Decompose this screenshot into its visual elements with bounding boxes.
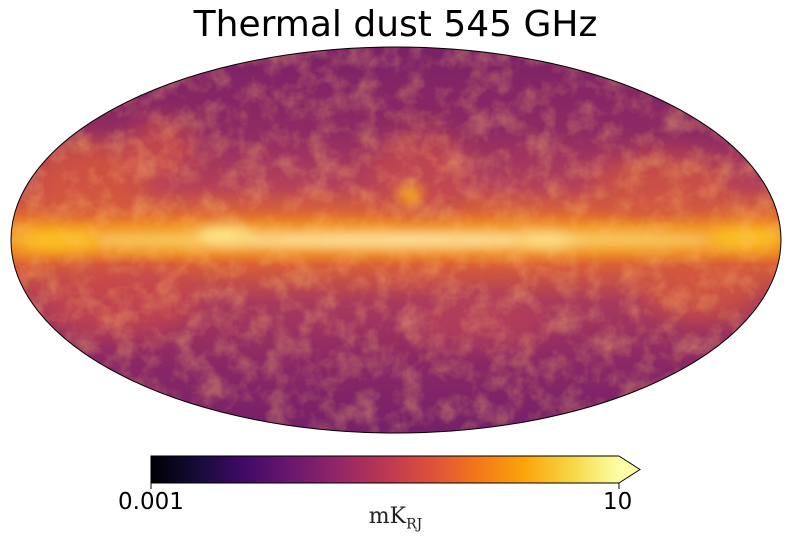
colorbar-tick-label-max: 10 bbox=[603, 489, 633, 515]
colorbar bbox=[150, 455, 641, 489]
colorbar-tick-label-min: 0.001 bbox=[118, 489, 184, 515]
chart-title: Thermal dust 545 GHz bbox=[193, 4, 598, 45]
unit-subscript: RJ bbox=[406, 516, 423, 533]
map-outline bbox=[10, 46, 782, 434]
map-body bbox=[11, 47, 781, 433]
unit-main: mK bbox=[368, 504, 407, 529]
colorbar-unit-label: mKRJ bbox=[0, 504, 791, 532]
colorbar-extend-arrow bbox=[619, 456, 640, 483]
